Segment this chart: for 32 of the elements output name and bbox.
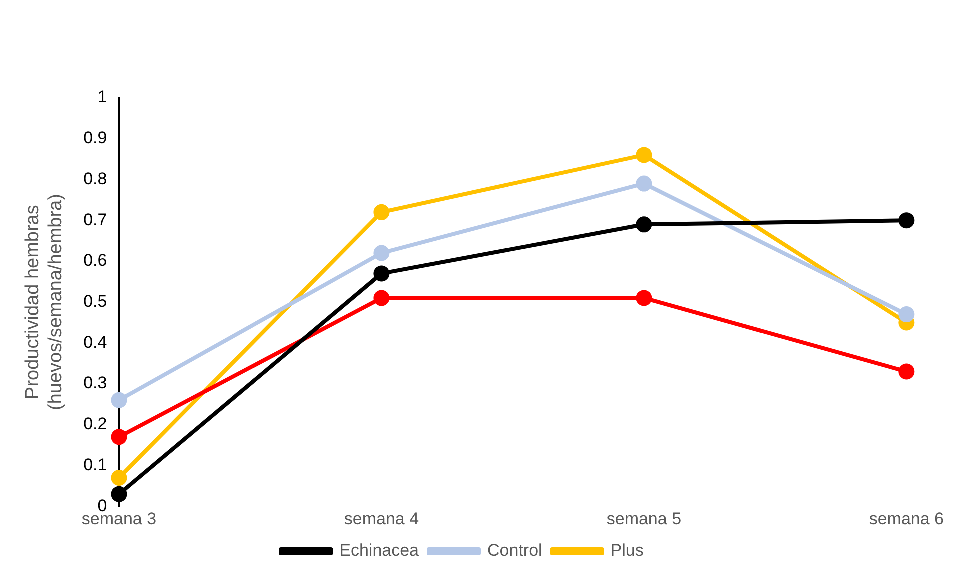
y-tick-label: 0.6 (84, 251, 108, 270)
x-tick-label: semana 5 (606, 509, 682, 528)
point (898, 212, 915, 229)
point (636, 216, 652, 233)
point (374, 204, 390, 220)
point (636, 290, 652, 306)
point (111, 392, 128, 408)
y-tick-label: 0.8 (84, 169, 108, 188)
point (111, 429, 128, 446)
legend-label: Echinacea (340, 541, 420, 560)
x-tick-label: semana 4 (344, 509, 420, 528)
y-tick-label: 0.9 (84, 128, 108, 148)
x-tick-label: semana 6 (869, 509, 944, 528)
y-tick-label: 0.2 (84, 414, 108, 434)
y-tick-label: 0.5 (84, 292, 108, 311)
y-tick-label: 0.3 (84, 374, 108, 393)
point (898, 364, 915, 380)
point (374, 245, 390, 262)
point (898, 306, 915, 323)
y-tick-label: 0.7 (84, 210, 108, 230)
point (374, 266, 390, 282)
y-tick-label: 0.4 (84, 332, 108, 352)
y-axis-title: Productividad hembras (huevos/semana/hembra) (22, 194, 66, 411)
y-tick-label: 1 (98, 88, 108, 107)
point (636, 147, 652, 164)
point (111, 470, 128, 486)
legend-label: Control (488, 541, 542, 560)
point (636, 176, 652, 192)
legend-label: Plus (610, 541, 644, 560)
point (111, 486, 128, 502)
point (374, 290, 390, 306)
y-tick-label: 0.1 (84, 455, 108, 474)
